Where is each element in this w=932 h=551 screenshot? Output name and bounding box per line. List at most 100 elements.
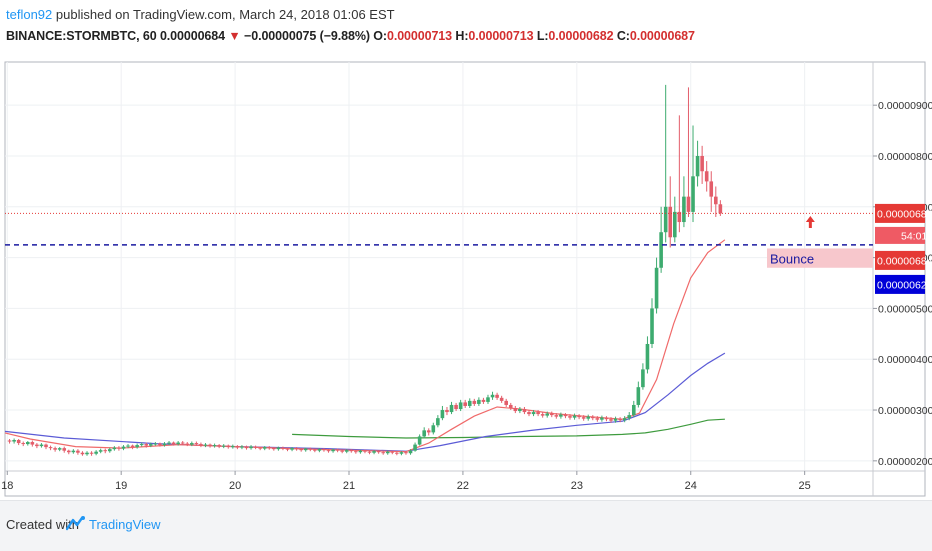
candle-body <box>308 448 313 450</box>
price-tick-label: 0.00000900 <box>878 100 932 112</box>
grid <box>5 62 873 471</box>
candle-body <box>176 442 180 445</box>
candle-body <box>376 451 381 453</box>
candle-body <box>167 442 171 444</box>
candle <box>686 87 691 217</box>
candle-body <box>718 204 723 214</box>
open-value: 0.00000713 <box>386 29 453 43</box>
candle <box>408 449 413 455</box>
symbol-label[interactable]: BINANCE:STORMBTC, 60 <box>6 29 157 43</box>
candle-body <box>121 446 126 449</box>
candle <box>650 298 654 349</box>
candle-body <box>540 414 545 416</box>
candle-body <box>117 447 121 449</box>
candle <box>344 449 349 454</box>
candle-body <box>212 445 217 447</box>
candle <box>276 446 281 451</box>
candle-body <box>422 430 426 437</box>
candle-body <box>449 404 454 413</box>
candle <box>244 445 249 450</box>
candle <box>112 446 117 451</box>
candle <box>413 442 417 452</box>
candle <box>121 445 126 451</box>
candle <box>66 449 71 455</box>
author-link[interactable]: teflon92 <box>6 7 53 22</box>
candle-body <box>194 443 199 445</box>
candle-body <box>299 449 303 451</box>
footer-bar: Created with TradingView <box>0 500 932 551</box>
countdown-tag-text: 54:01 <box>901 230 927 242</box>
candle <box>71 449 76 454</box>
candle-body <box>171 442 176 445</box>
candle-body <box>285 448 290 450</box>
candle <box>458 399 463 412</box>
bounce-annotation[interactable]: Bounce <box>767 248 873 268</box>
candle-body <box>89 452 94 454</box>
candles <box>7 84 723 456</box>
candle-body <box>695 155 700 177</box>
candle-body <box>622 418 627 421</box>
price-change: −0.00000075 (−9.88%) <box>244 29 370 43</box>
candle-body <box>481 399 486 402</box>
candle <box>7 438 12 444</box>
candle-body <box>35 444 39 447</box>
candle <box>322 448 326 452</box>
candle <box>308 447 313 452</box>
price-chart[interactable]: 0.000009000.000008000.000007000.00000600… <box>0 59 932 499</box>
candle <box>531 410 536 417</box>
candle-body <box>226 445 231 448</box>
candle <box>700 145 704 184</box>
candle <box>490 391 495 400</box>
candle-body <box>527 412 531 415</box>
open-label: O: <box>373 29 387 43</box>
candle-body <box>431 425 436 433</box>
level-price-tag-text: 0.00000628 <box>877 279 932 291</box>
tradingview-logo-icon[interactable] <box>66 515 86 533</box>
candle <box>672 196 677 243</box>
candle-body <box>390 451 395 453</box>
candle <box>331 448 335 453</box>
candle <box>340 449 344 454</box>
candle-body <box>372 451 376 453</box>
candle-body <box>349 450 354 452</box>
time-tick-label: 21 <box>343 480 355 492</box>
candle-body <box>190 443 194 445</box>
candle <box>285 447 290 452</box>
candle <box>35 443 39 449</box>
high-value: 0.00000713 <box>468 29 534 43</box>
candle-body <box>645 343 650 370</box>
candle-body <box>85 452 89 455</box>
candle-body <box>590 416 595 419</box>
candle-body <box>126 445 130 447</box>
candle <box>718 200 723 216</box>
candle-body <box>472 400 477 404</box>
last-price: 0.00000684 <box>159 29 225 43</box>
candle-body <box>463 402 467 406</box>
candle <box>518 406 522 414</box>
countdown-tag <box>875 226 925 244</box>
candle-body <box>326 450 331 452</box>
time-axis[interactable]: 18 19 20 21 22 23 24 25 <box>1 471 811 492</box>
candle <box>572 413 577 420</box>
candle <box>94 450 98 456</box>
bounce-box[interactable] <box>767 248 873 268</box>
candle <box>659 206 663 273</box>
up-arrow-icon[interactable] <box>805 216 815 229</box>
candle-body <box>486 397 490 402</box>
candle <box>436 415 440 428</box>
candle <box>85 451 89 456</box>
candle-body <box>691 176 695 212</box>
candle-body <box>426 430 431 433</box>
candle <box>563 413 568 419</box>
candle <box>431 422 436 435</box>
candle <box>454 402 458 412</box>
candle <box>549 411 554 418</box>
candle <box>313 448 317 453</box>
candle-body <box>12 440 16 442</box>
candle <box>422 427 426 439</box>
tradingview-brand[interactable]: TradingView <box>89 517 161 532</box>
candle-body <box>672 211 677 238</box>
time-tick-label: 19 <box>115 480 127 492</box>
candle-body <box>44 444 48 448</box>
candle <box>226 444 231 449</box>
